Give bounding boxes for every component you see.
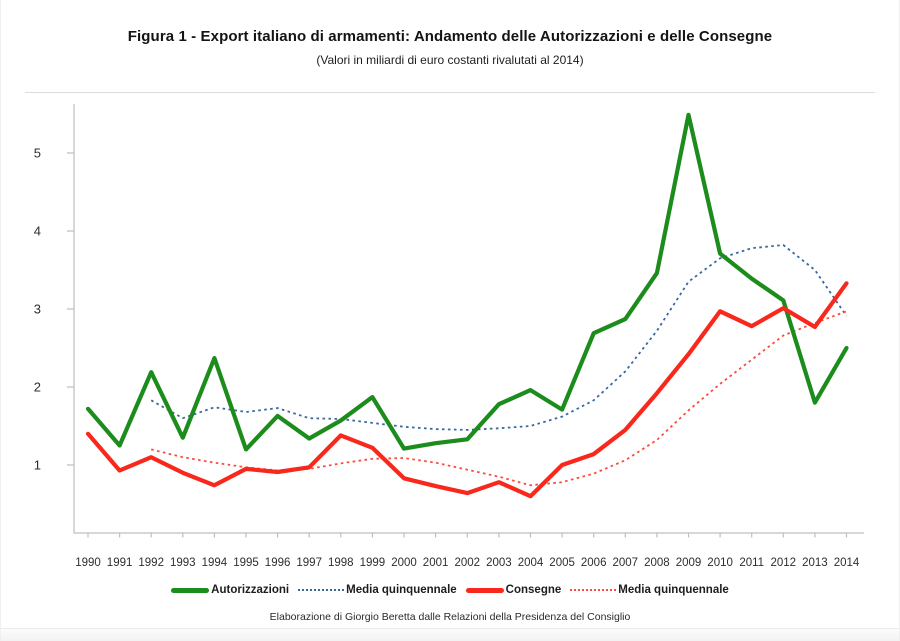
series-line-consegne — [85, 281, 849, 499]
x-tick-label: 2005 — [549, 557, 575, 569]
x-tick-label: 1996 — [265, 557, 291, 569]
legend-item-media-consegne: Media quinquennale — [570, 584, 729, 596]
x-tick-label: 1997 — [296, 557, 322, 569]
axes — [73, 104, 864, 534]
x-tick-label: 2012 — [771, 557, 797, 569]
y-tick-label: 4 — [34, 224, 41, 239]
bottom-strip — [1, 628, 899, 641]
x-tick-label: 2000 — [391, 557, 417, 569]
header-divider — [25, 92, 875, 93]
x-tick-label: 1998 — [328, 557, 354, 569]
x-tick-label: 2007 — [613, 557, 639, 569]
y-tick-label: 5 — [34, 146, 41, 161]
legend-label: Media quinquennale — [346, 584, 457, 596]
x-tick-label: 2011 — [739, 557, 764, 569]
series-line-media-consegne — [150, 310, 847, 487]
x-tick-label: 1991 — [107, 557, 133, 569]
legend-swatch-solid-red — [465, 587, 504, 593]
chart-legend: Autorizzazioni Media quinquennale Conseg… — [1, 584, 899, 596]
y-tick-label: 1 — [34, 458, 41, 473]
chart-title: Figura 1 - Export italiano di armamenti:… — [127, 28, 773, 45]
legend-label: Media quinquennale — [618, 584, 729, 596]
x-tick-label: 2001 — [423, 557, 449, 569]
x-tick-label: 2013 — [802, 557, 828, 569]
x-tick-label: 2014 — [834, 557, 860, 569]
series-line-media-autorizzazioni — [150, 244, 848, 431]
legend-swatch-dotted-blue — [298, 589, 345, 591]
x-tick-label: 2009 — [676, 557, 702, 569]
legend-item-autorizzazioni: Autorizzazioni — [171, 584, 289, 596]
x-tick-label: 1994 — [202, 557, 228, 569]
legend-swatch-solid-green — [171, 587, 210, 593]
x-tick-label: 2010 — [707, 557, 733, 569]
x-tick-label: 2004 — [518, 557, 544, 569]
legend-item-media-autorizzazioni: Media quinquennale — [298, 584, 457, 596]
chart-subtitle: (Valori in miliardi di euro costanti riv… — [316, 53, 584, 67]
x-tick-label: 2006 — [581, 557, 607, 569]
legend-swatch-dotted-red — [570, 589, 617, 591]
x-tick-label: 2002 — [455, 557, 481, 569]
attribution-note: Elaborazione di Giorgio Beretta dalle Re… — [269, 611, 631, 623]
series-line-autorizzazioni — [85, 112, 849, 452]
x-tick-label: 1992 — [138, 557, 164, 569]
legend-label: Consegne — [505, 584, 562, 596]
x-tick-label: 2008 — [644, 557, 670, 569]
legend-item-consegne: Consegne — [465, 584, 562, 596]
x-tick-label: 1990 — [75, 557, 101, 569]
x-tick-label: 1995 — [233, 557, 259, 569]
y-tick-label: 3 — [34, 302, 41, 317]
x-tick-label: 1993 — [170, 557, 196, 569]
legend-label: Autorizzazioni — [211, 584, 290, 596]
x-tick-label: 1999 — [360, 557, 386, 569]
y-tick-label: 2 — [34, 380, 41, 395]
x-tick-label: 2003 — [486, 557, 512, 569]
